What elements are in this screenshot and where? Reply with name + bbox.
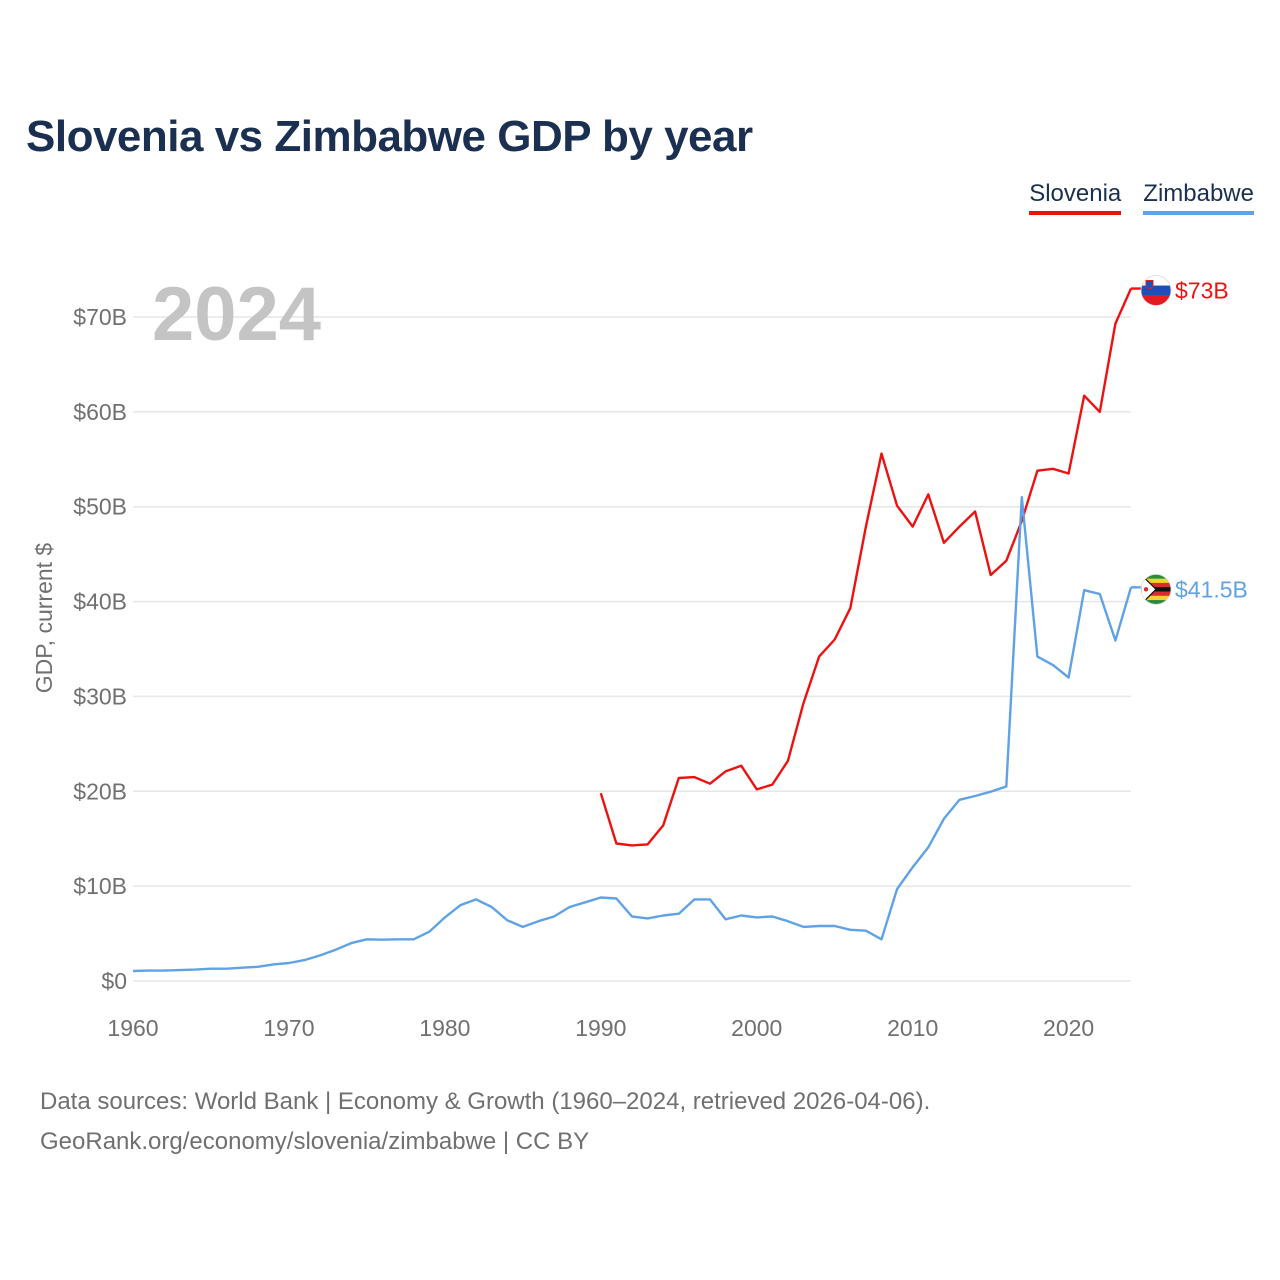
legend: Slovenia Zimbabwe: [1029, 180, 1254, 215]
end-markers: $73B $41.5B: [1131, 275, 1248, 605]
legend-item-slovenia[interactable]: Slovenia: [1029, 180, 1122, 215]
source-line-1: Data sources: World Bank | Economy & Gro…: [40, 1088, 931, 1115]
x-tick-label: 1970: [263, 1015, 314, 1041]
y-tick-label: $40B: [73, 589, 127, 615]
source-line-2[interactable]: GeoRank.org/economy/slovenia/zimbabwe | …: [40, 1128, 590, 1155]
x-tick-label: 1960: [107, 1015, 158, 1041]
slovenia-flag-icon: [1140, 275, 1172, 306]
series-group: [132, 288, 1133, 973]
y-tick-label: $50B: [73, 494, 127, 520]
end-value-label-slovenia: $73B: [1175, 278, 1229, 304]
x-tick-label: 2020: [1043, 1015, 1094, 1041]
series-line-slovenia[interactable]: [599, 288, 1133, 847]
legend-item-zimbabwe[interactable]: Zimbabwe: [1143, 180, 1254, 215]
chart-title: Slovenia vs Zimbabwe GDP by year: [26, 112, 753, 161]
zimbabwe-flag-icon: [1140, 573, 1172, 605]
gdp-line-chart: 2024 $0 $10B $20B $30B $40B $50B $60B $70B 1960…: [31, 272, 1248, 1041]
series-line-zimbabwe[interactable]: [132, 496, 1133, 973]
y-tick-label: $0: [101, 968, 127, 994]
y-tick-label: $60B: [73, 399, 127, 425]
y-tick-label: $10B: [73, 873, 127, 899]
y-axis-label: GDP, current $: [31, 543, 57, 694]
x-tick-label: 1990: [575, 1015, 626, 1041]
source-note: Data sources: World Bank | Economy & Gro…: [40, 1082, 930, 1162]
end-value-label-zimbabwe: $41.5B: [1175, 576, 1248, 602]
grid-lines: [133, 316, 1131, 982]
x-tick-label: 1980: [419, 1015, 470, 1041]
y-tick-label: $30B: [73, 683, 127, 709]
y-axis: $0 $10B $20B $30B $40B $50B $60B $70B: [73, 304, 127, 994]
x-tick-label: 2010: [887, 1015, 938, 1041]
y-tick-label: $20B: [73, 778, 127, 804]
y-tick-label: $70B: [73, 304, 127, 330]
x-axis: 1960 1970 1980 1990 2000 2010 2020: [107, 1015, 1094, 1041]
x-tick-label: 2000: [731, 1015, 782, 1041]
year-watermark: 2024: [152, 272, 321, 357]
